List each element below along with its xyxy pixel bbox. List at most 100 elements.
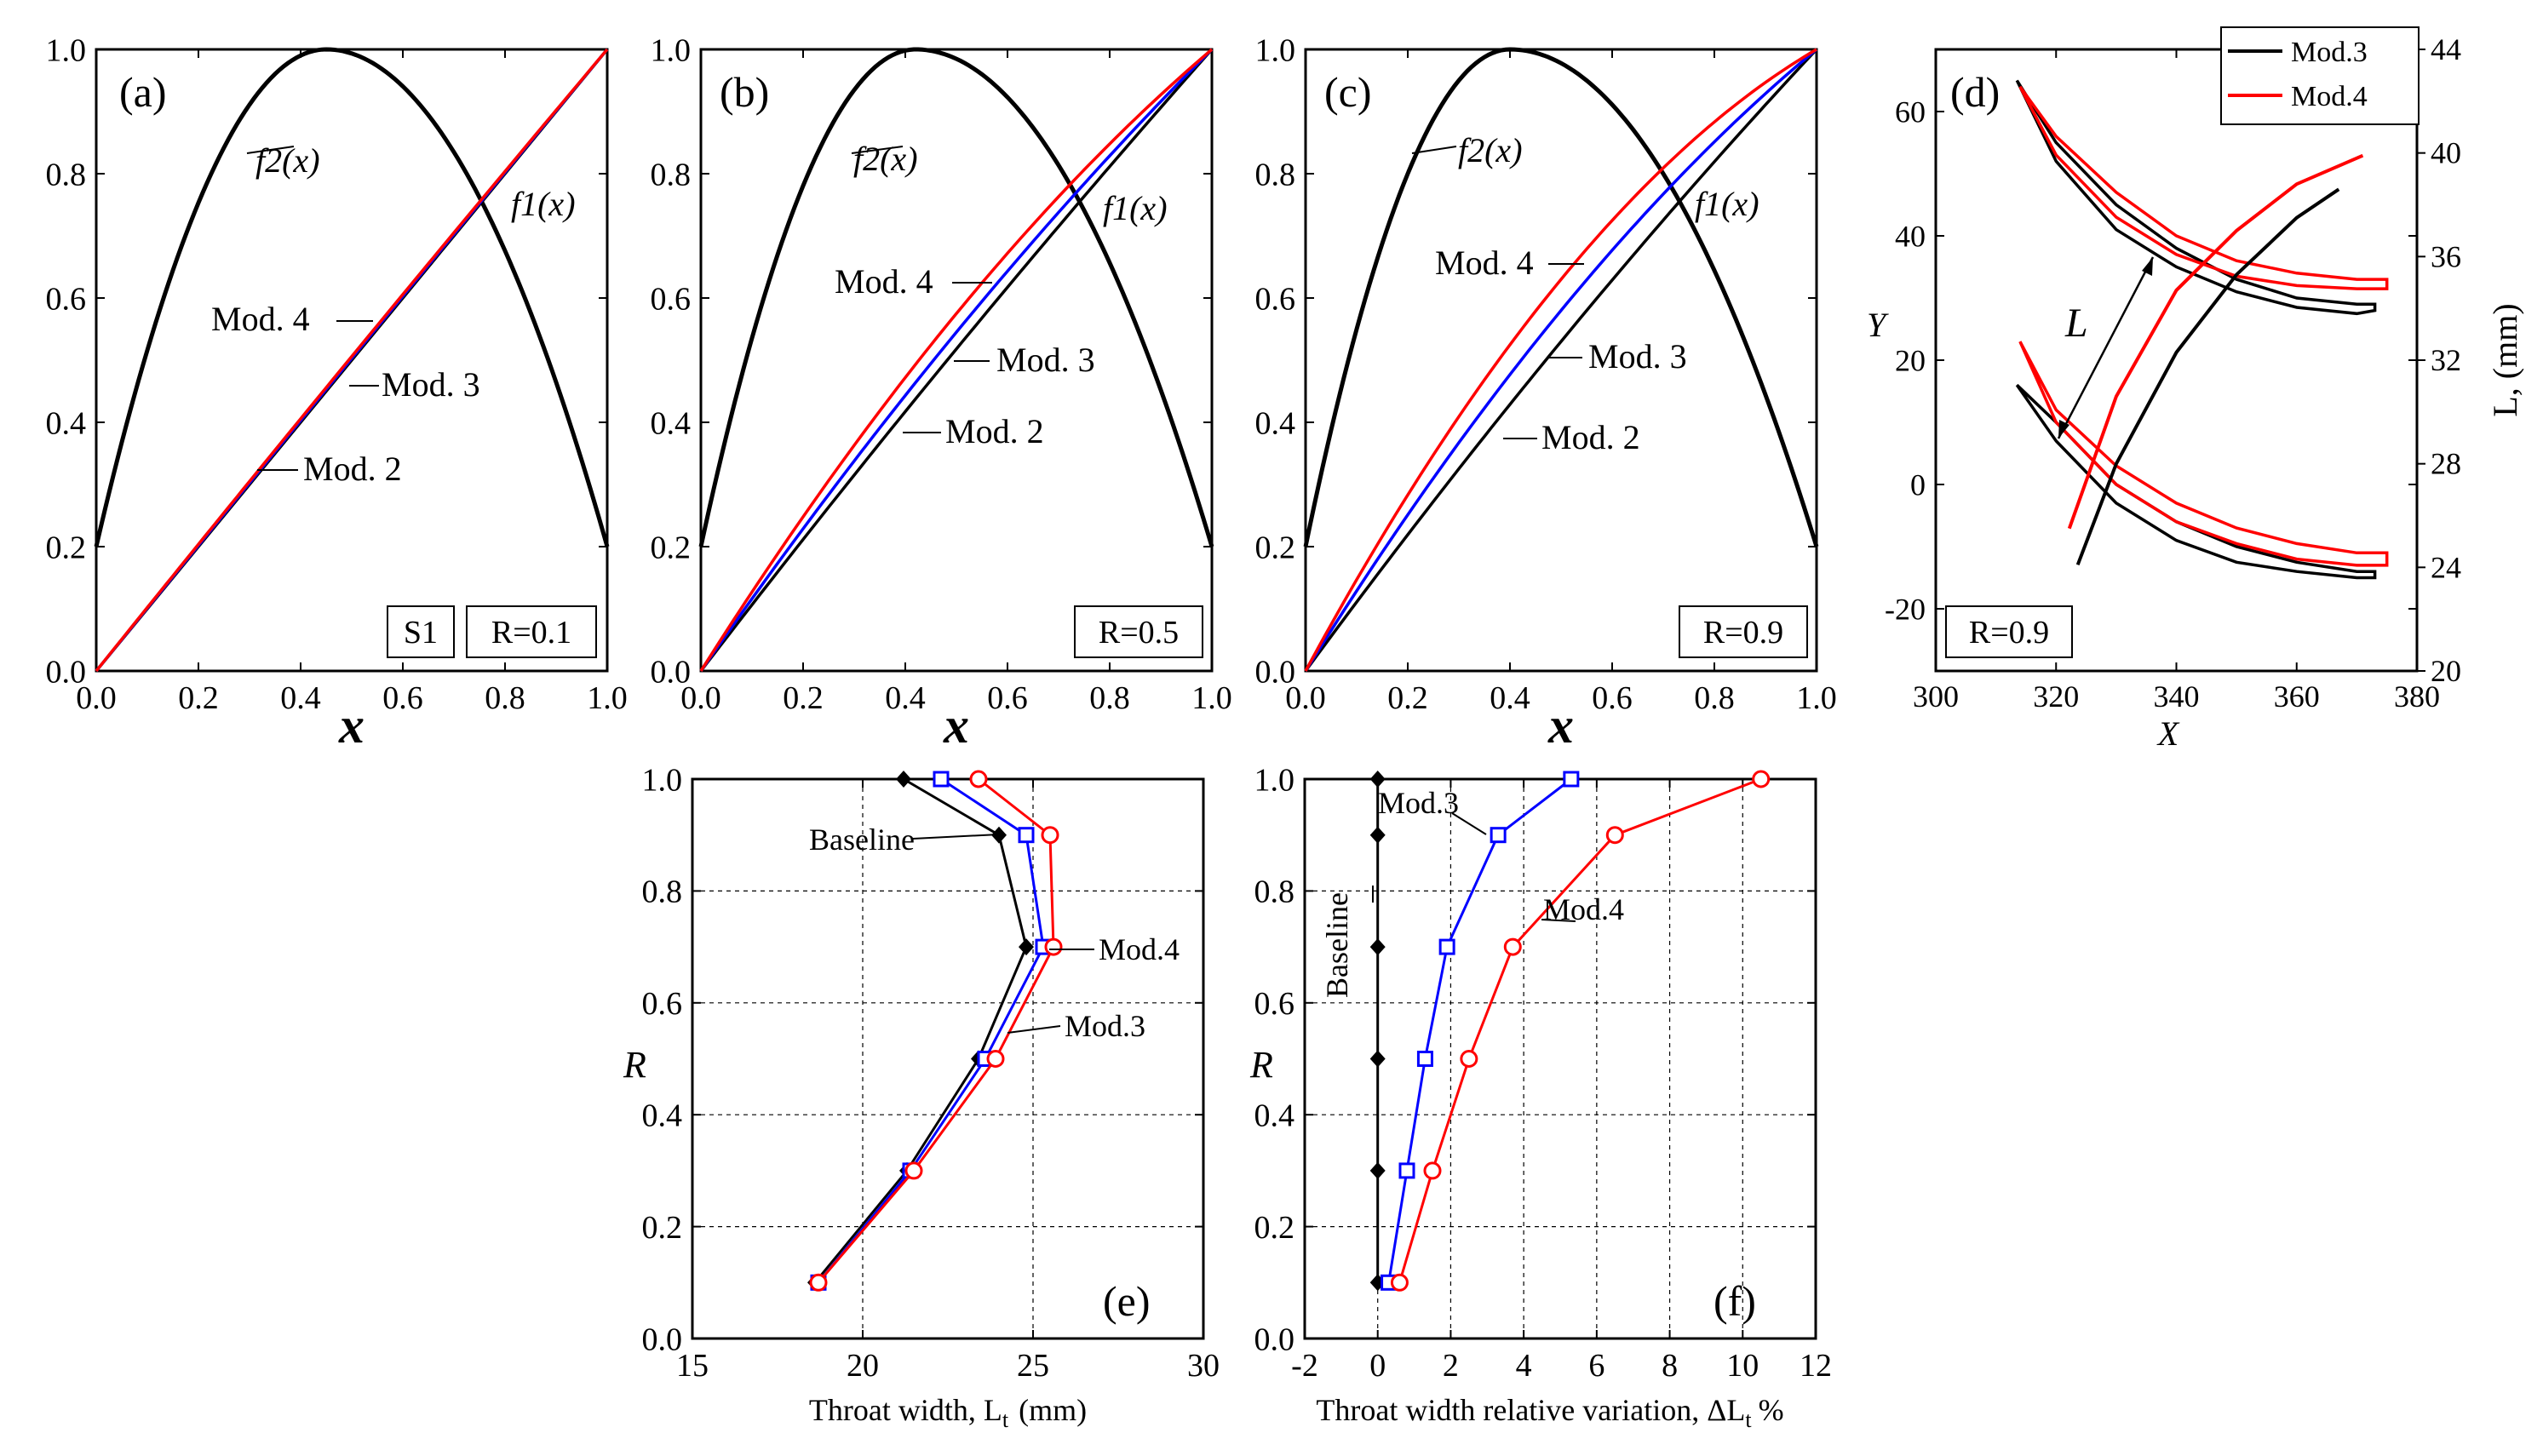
box-r <box>1679 605 1808 658</box>
mod2-label: Mod. 2 <box>1541 418 1640 456</box>
box-s1 <box>387 605 455 658</box>
blade-profile <box>2018 341 2389 567</box>
y-tick-label: 1.0 <box>1254 762 1295 798</box>
x-axis-label-unit: % <box>1759 1393 1784 1427</box>
x-tick-label: 1.0 <box>587 680 628 716</box>
y-tick-label: 0.4 <box>651 405 692 441</box>
leader-lines <box>1411 146 1584 439</box>
L-arrowhead-top <box>2142 257 2153 276</box>
axis-ticks: 15 20 25 30 0.0 0.2 0.4 0.6 0.8 1.0 <box>642 762 1220 1384</box>
f2-curve <box>94 47 610 547</box>
axis-ticks: 300 320 340 360 380 -20 0 20 40 60 20 24 28 32 36 40 44 <box>1885 32 2461 714</box>
mod-3-point <box>1563 771 1580 788</box>
box-r <box>1945 605 2073 658</box>
legend-box <box>2220 26 2420 125</box>
f2-curve <box>1303 47 1819 547</box>
x-tick-label: 10 <box>1726 1348 1759 1384</box>
mod4-label: Mod. 4 <box>211 300 310 338</box>
legend: Mod.3 Mod.4 <box>2220 26 2420 125</box>
plot-frame <box>699 48 1214 673</box>
mod3-label: Mod. 3 <box>1588 337 1687 375</box>
mod-3-point <box>1416 1051 1433 1067</box>
y-tick-label: 20 <box>1895 344 1926 378</box>
y-tick-label: 0.6 <box>651 281 692 317</box>
y-tick-label: 0.8 <box>651 157 692 192</box>
panel-label: (a) <box>119 68 167 116</box>
x-axis-label: x <box>943 697 969 754</box>
y-tick-label: 1.0 <box>1255 32 1296 68</box>
x-tick-label: 0 <box>1369 1348 1386 1384</box>
mod-3-point <box>1398 1162 1415 1179</box>
x-axis-label: x <box>338 697 365 754</box>
x-tick-label: 300 <box>1913 679 1959 714</box>
baseline-line <box>813 777 1028 1284</box>
mod3-label: Mod.3 <box>1378 786 1459 820</box>
box-r-text: R=0.9 <box>1703 615 1783 651</box>
f2-curve <box>698 47 1214 547</box>
x-tick-label: 0.2 <box>1387 680 1428 716</box>
x-tick-label: 0.2 <box>783 680 824 716</box>
y-axis-label: R <box>623 1044 646 1086</box>
blade-profile <box>2018 85 2389 290</box>
y-tick-label: 0.4 <box>642 1098 683 1134</box>
x-tick-label: 30 <box>1187 1348 1220 1384</box>
leader-lines <box>912 834 1094 1034</box>
x-axis-label: x <box>1547 697 1574 754</box>
y-tick-label: 0.8 <box>1254 874 1295 910</box>
mod-3-line <box>1387 777 1572 1283</box>
mod-4-line <box>817 777 1055 1284</box>
axis-ticks: 0.0 0.2 0.4 0.6 0.8 1.0 0.0 0.2 0.4 0.6 0.8 1.0 <box>651 32 1232 716</box>
f1-label: f1(x) <box>511 185 576 223</box>
y2-axis-label: L, (mm) <box>2486 303 2524 416</box>
y-tick-label: 40 <box>1895 220 1926 254</box>
f1-mod-3-line <box>699 48 1214 673</box>
baseline-point <box>1369 1161 1386 1179</box>
curves <box>2015 79 2389 580</box>
baseline-label: Baseline <box>1320 892 1354 998</box>
y-tick-label: 0.6 <box>642 986 683 1022</box>
baseline-point <box>896 771 911 788</box>
legend-label-mod4: Mod.4 <box>2291 81 2368 112</box>
mod3-label: Mod. 3 <box>382 365 480 404</box>
y-tick-label: 0.6 <box>1254 986 1295 1022</box>
x-axis-label: Throat width relative variation, ΔLt% <box>1316 1393 1783 1432</box>
curves <box>807 770 1063 1292</box>
throat-width-mod-4-line <box>2067 153 2364 530</box>
panel-e: 15 20 25 30 0.0 0.2 0.4 0.6 0.8 1.0 (e) R Throat … <box>623 762 1220 1432</box>
y-tick-label: 0.4 <box>1255 405 1296 441</box>
y2-tick-label: 44 <box>2431 32 2461 66</box>
f1-mod-4-line <box>1304 48 1817 672</box>
y-tick-label: 0.8 <box>46 157 87 192</box>
x-tick-label: 0.4 <box>280 680 321 716</box>
baseline-label: Baseline <box>809 823 915 857</box>
f1-mod-3-line <box>1304 48 1818 672</box>
y2-tick-label: 40 <box>2431 136 2461 170</box>
mod-4-line <box>1398 777 1762 1283</box>
mod-4-point <box>1503 937 1522 956</box>
y-tick-label: 0.2 <box>1254 1210 1295 1246</box>
leader-lines <box>851 146 992 433</box>
box-s1-text: S1 <box>404 615 438 651</box>
x-tick-label: 1.0 <box>1191 680 1232 716</box>
mod4-label: Mod.4 <box>1543 892 1624 926</box>
f1-mod-2-line <box>1304 48 1818 673</box>
y-tick-label: 0.2 <box>1255 530 1296 565</box>
y-tick-label: 1.0 <box>651 32 692 68</box>
curves <box>1303 47 1819 673</box>
y-tick-label: 1.0 <box>46 32 87 68</box>
y-tick-label: 0.0 <box>642 1321 683 1357</box>
f1-label: f1(x) <box>1103 189 1168 227</box>
y-tick-label: 0.4 <box>1254 1098 1295 1134</box>
y-tick-label: -20 <box>1885 593 1926 627</box>
panel-label: (d) <box>1950 68 2000 116</box>
x-tick-label: 380 <box>2394 679 2440 714</box>
y-tick-label: 0.2 <box>46 530 87 565</box>
x-tick-label: 8 <box>1662 1348 1678 1384</box>
y-tick-label: 0.0 <box>1254 1321 1295 1357</box>
x-tick-label: 360 <box>2274 679 2320 714</box>
mod-4-point <box>969 770 988 788</box>
x-tick-label: 1.0 <box>1796 680 1837 716</box>
x-tick-label: 0.0 <box>1285 680 1326 716</box>
mod4-label: Mod. 4 <box>835 262 933 301</box>
box-r-text: R=0.9 <box>1969 615 2049 651</box>
